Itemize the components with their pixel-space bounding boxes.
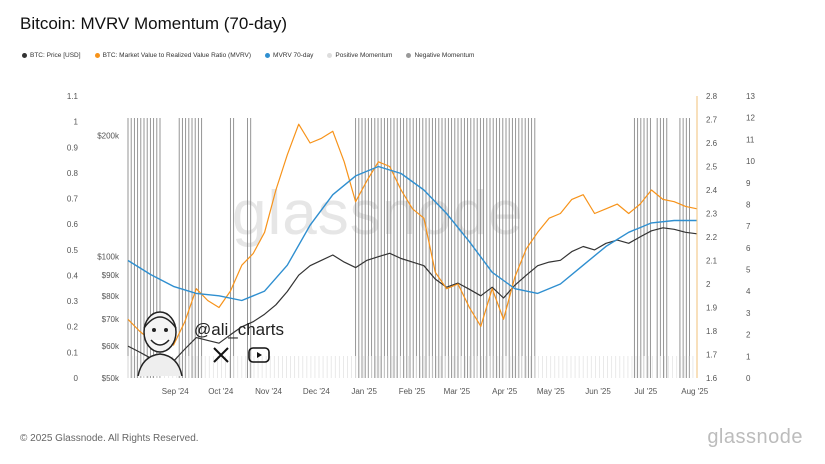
x-tick-label: Feb '25 xyxy=(399,387,426,396)
x-tick-label: Oct '24 xyxy=(208,387,234,396)
x-tick-label: Jun '25 xyxy=(585,387,611,396)
legend-label-mvrv-70: MVRV 70-day xyxy=(273,52,314,59)
right-mvrv-tick-label: 1.7 xyxy=(706,351,718,360)
right-far-tick-label: 1 xyxy=(746,352,751,361)
x-tick-label: Mar '25 xyxy=(444,387,471,396)
brand-logo: glassnode xyxy=(707,426,803,448)
left-oscillator-tick-label: 0.3 xyxy=(67,297,79,306)
left-price-tick-label: $60k xyxy=(102,342,120,351)
right-far-tick-label: 4 xyxy=(746,287,751,296)
left-oscillator-tick-label: 0.9 xyxy=(67,143,79,152)
avatar-sketch-icon xyxy=(137,311,183,376)
x-tick-label: Dec '24 xyxy=(303,387,330,396)
x-tick-label: May '25 xyxy=(537,387,565,396)
chart-legend: BTC: Price [USD] BTC: Market Value to Re… xyxy=(22,52,474,59)
left-oscillator-tick-label: 1 xyxy=(74,118,79,127)
positive-momentum-bands xyxy=(127,356,698,378)
right-mvrv-tick-label: 2.3 xyxy=(706,210,718,219)
right-mvrv-tick-label: 2.7 xyxy=(706,116,718,125)
right-far-tick-label: 8 xyxy=(746,200,751,209)
right-mvrv-tick-label: 2 xyxy=(706,280,711,289)
x-tick-label: Aug '25 xyxy=(681,387,708,396)
series-line-mvrv-70 xyxy=(127,165,697,302)
x-tick-label: Jan '25 xyxy=(351,387,377,396)
x-tick-label: Jul '25 xyxy=(634,387,657,396)
left-oscillator-tick-label: 0.7 xyxy=(67,195,79,204)
right-far-tick-label: 10 xyxy=(746,157,755,166)
legend-label-price: BTC: Price [USD] xyxy=(30,52,81,59)
series-line-mvrv xyxy=(127,123,698,346)
right-mvrv-tick-label: 2.4 xyxy=(706,186,718,195)
right-far-tick-label: 9 xyxy=(746,179,751,188)
overlay-handle: @ali_charts xyxy=(194,320,285,339)
x-tick-label: Sep '24 xyxy=(162,387,189,396)
left-oscillator-tick-label: 0.1 xyxy=(67,348,79,357)
left-price-tick-label: $200k xyxy=(97,131,120,140)
legend-swatch-mvrv-70 xyxy=(265,53,271,58)
copyright-text: © 2025 Glassnode. All Rights Reserved. xyxy=(20,433,199,444)
right-far-tick-label: 2 xyxy=(746,331,751,340)
right-mvrv-tick-label: 2.8 xyxy=(706,92,718,101)
left-price-tick-label: $80k xyxy=(102,292,120,301)
legend-label-positive: Positive Momentum xyxy=(335,52,393,59)
right-far-tick-label: 13 xyxy=(746,92,755,101)
legend-swatch-negative xyxy=(406,53,412,58)
left-oscillator-tick-label: 0.6 xyxy=(67,220,79,229)
legend-item-positive[interactable]: Positive Momentum xyxy=(327,52,392,59)
right-far-tick-label: 3 xyxy=(746,309,751,318)
right-mvrv-tick-label: 1.6 xyxy=(706,374,718,383)
legend-label-negative: Negative Momentum xyxy=(414,52,475,59)
left-oscillator-tick-label: 1.1 xyxy=(67,92,79,101)
left-oscillator-tick-label: 0 xyxy=(74,374,79,383)
legend-swatch-price xyxy=(22,53,27,58)
legend-item-negative[interactable]: Negative Momentum xyxy=(406,52,474,59)
legend-item-price[interactable]: BTC: Price [USD] xyxy=(22,52,81,59)
left-oscillator-tick-label: 0.5 xyxy=(67,246,79,255)
left-oscillator-tick-label: 0.4 xyxy=(67,271,79,280)
left-oscillator-tick-label: 0.8 xyxy=(67,169,79,178)
legend-label-mvrv: BTC: Market Value to Realized Value Rati… xyxy=(102,52,252,59)
youtube-icon[interactable] xyxy=(248,347,270,363)
right-mvrv-tick-label: 2.6 xyxy=(706,139,718,148)
right-mvrv-tick-label: 2.1 xyxy=(706,257,718,266)
right-mvrv-tick-label: 1.9 xyxy=(706,304,718,313)
right-far-tick-label: 12 xyxy=(746,114,755,123)
right-far-tick-label: 6 xyxy=(746,244,751,253)
axes: 0 0.1 0.2 0.3 0.4 0.5 0.6 0.7 0.8 0.9 1 1.1 $50k $60k… xyxy=(67,92,756,396)
x-logo-icon[interactable] xyxy=(212,346,230,364)
x-tick-label: Nov '24 xyxy=(255,387,282,396)
left-price-tick-label: $70k xyxy=(102,315,120,324)
left-oscillator-tick-label: 0.2 xyxy=(67,323,79,332)
legend-swatch-mvrv xyxy=(94,53,100,58)
right-far-tick-label: 11 xyxy=(746,135,755,144)
right-mvrv-tick-label: 2.5 xyxy=(706,163,718,172)
right-far-tick-label: 7 xyxy=(746,222,751,231)
series-lines xyxy=(127,123,698,362)
x-tick-label: Apr '25 xyxy=(492,387,518,396)
legend-item-mvrv[interactable]: BTC: Market Value to Realized Value Rati… xyxy=(94,52,252,59)
left-price-tick-label: $100k xyxy=(97,253,120,262)
left-price-tick-label: $90k xyxy=(102,271,120,280)
right-far-tick-label: 5 xyxy=(746,266,751,275)
right-far-tick-label: 0 xyxy=(746,374,751,383)
page-title: Bitcoin: MVRV Momentum (70-day) xyxy=(20,14,288,33)
legend-item-mvrv-70[interactable]: MVRV 70-day xyxy=(265,52,313,59)
right-mvrv-tick-label: 2.2 xyxy=(706,233,718,242)
social-icons xyxy=(212,346,270,364)
momentum-bands xyxy=(127,118,690,378)
legend-swatch-positive xyxy=(327,53,333,58)
series-line-price xyxy=(127,227,698,362)
right-mvrv-tick-label: 1.8 xyxy=(706,327,718,336)
left-price-tick-label: $50k xyxy=(102,374,120,383)
